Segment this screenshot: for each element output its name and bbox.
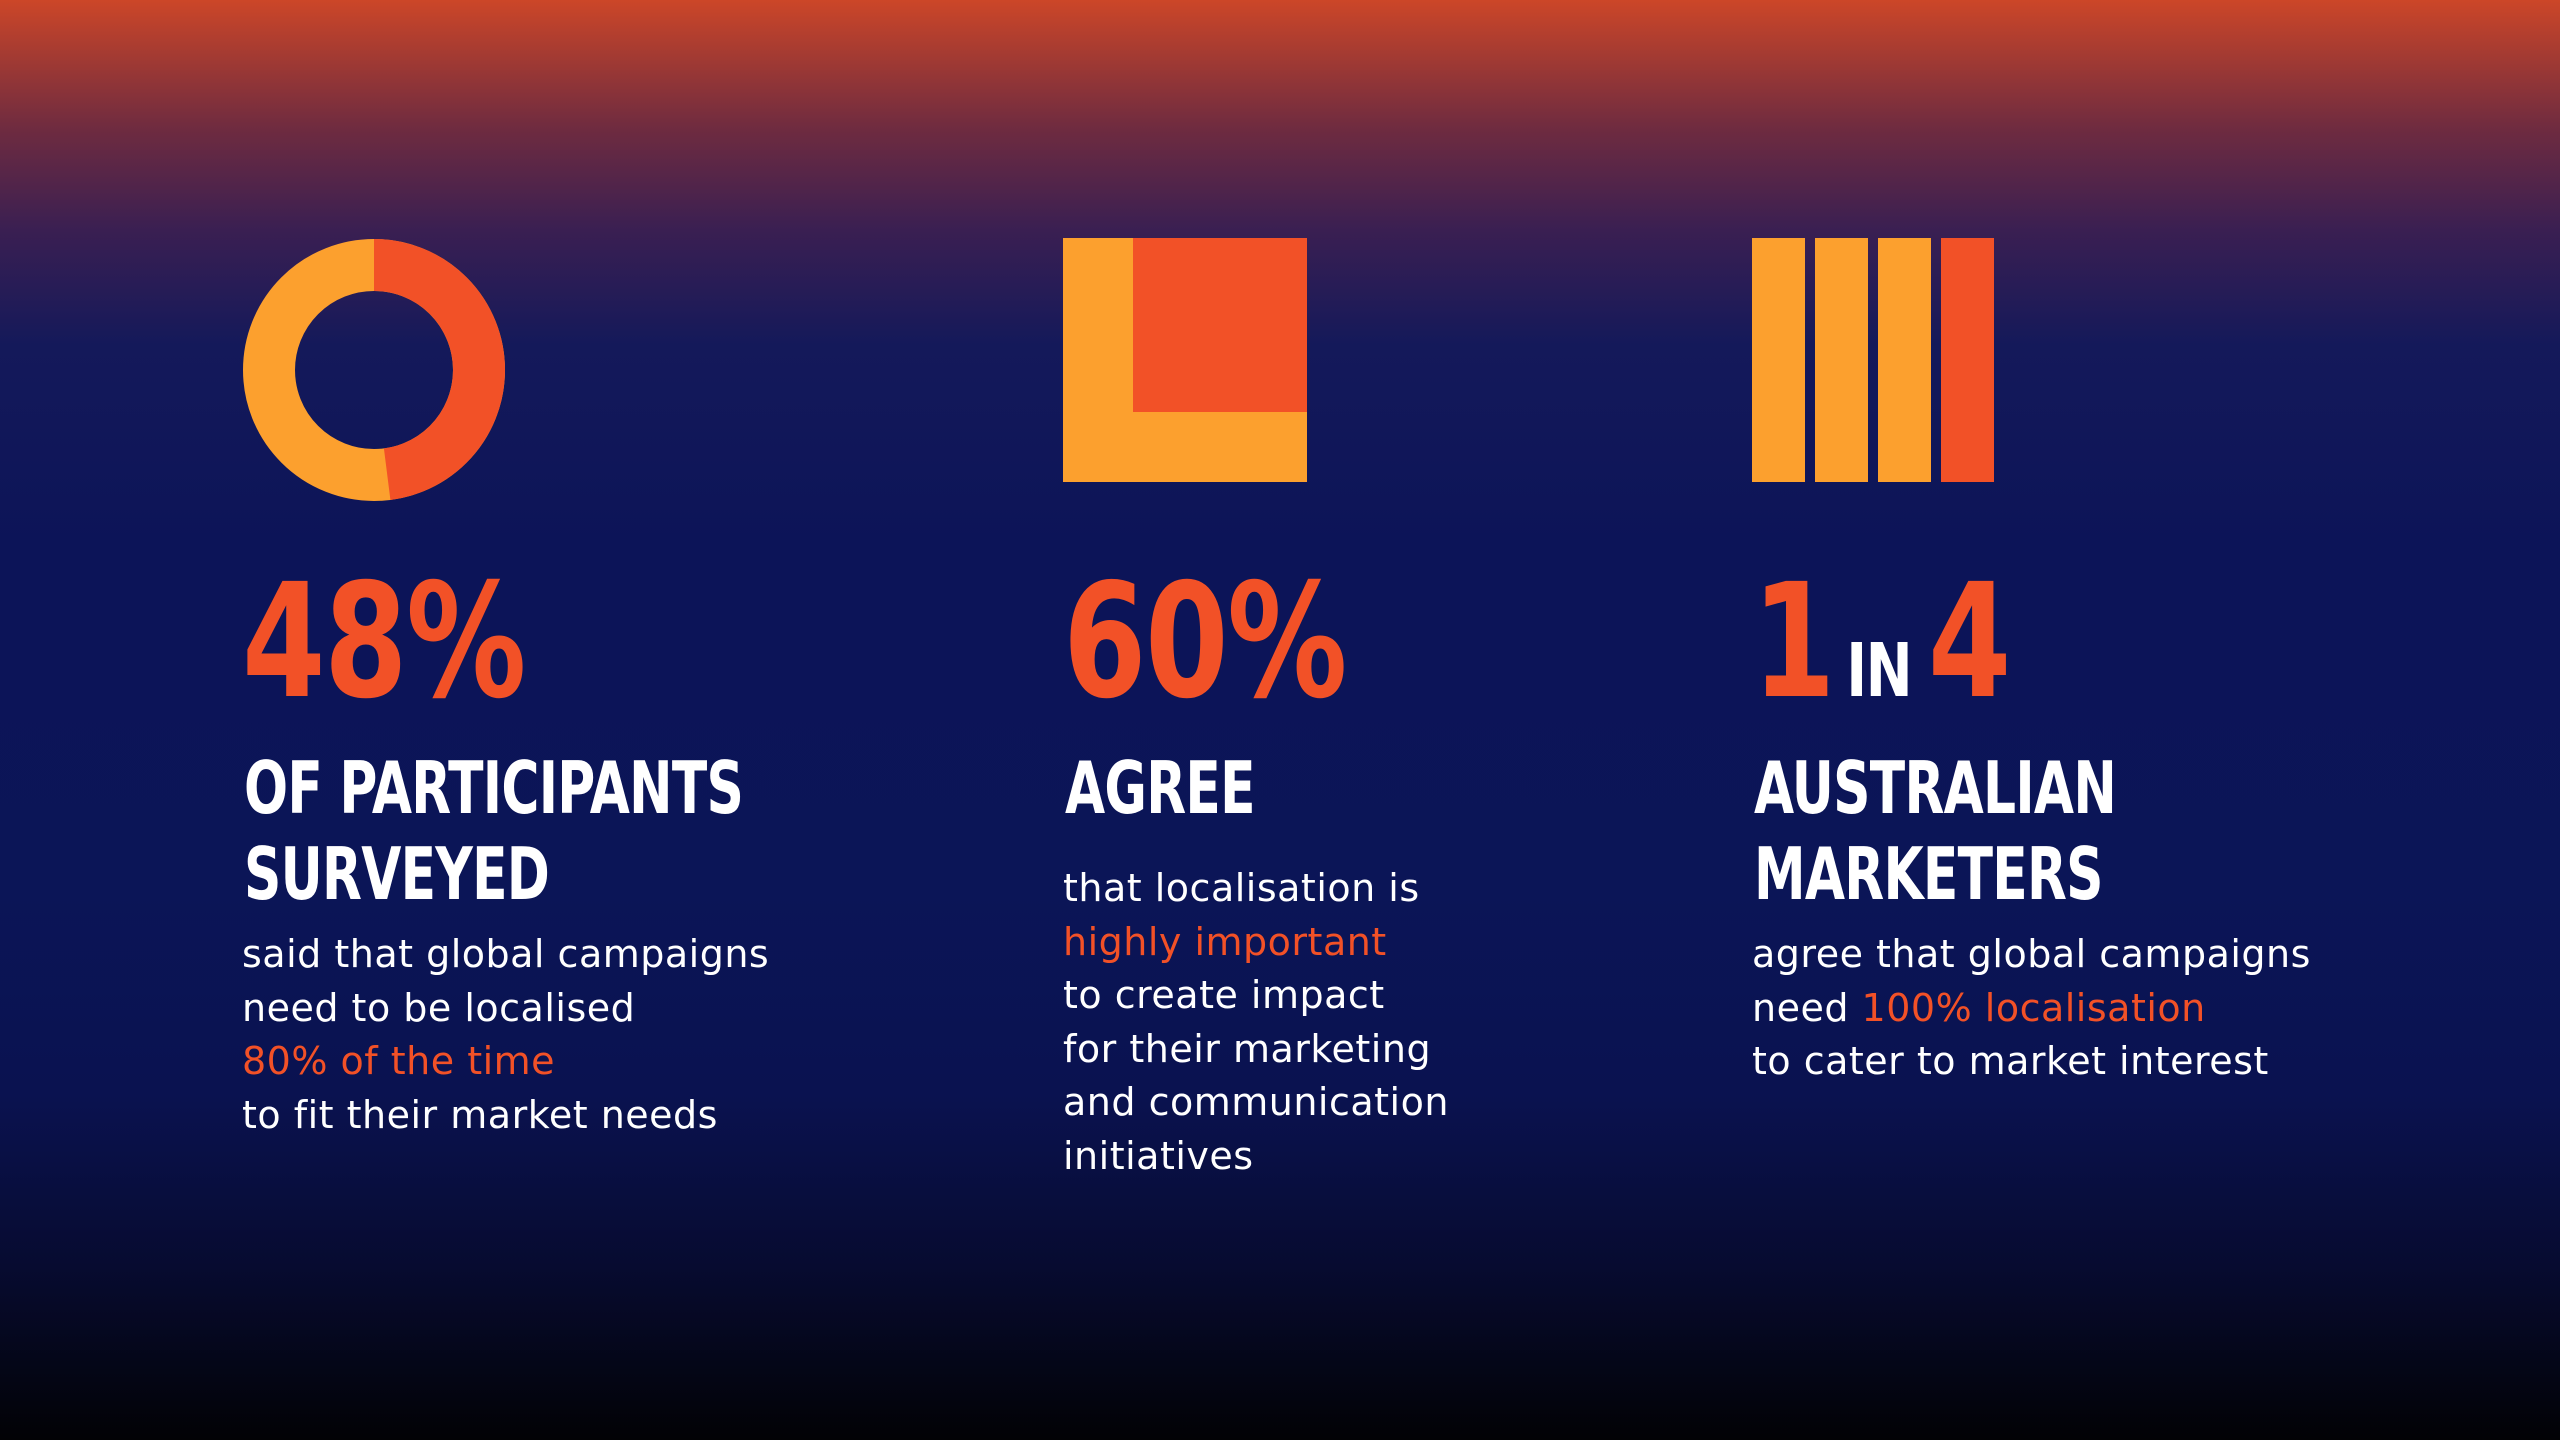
description-line: and communication [1063, 1080, 1449, 1124]
stat-heading: OF PARTICIPANTS SURVEYED [244, 745, 744, 917]
square-block-icon [1063, 238, 1307, 486]
stat-value: 48% [242, 550, 526, 734]
description-line: said that global campaigns [242, 932, 770, 976]
stat-heading: AUSTRALIAN MARKETERS [1754, 745, 2117, 917]
stat-value: 1 IN 4 [1752, 550, 2012, 761]
bar-4-highlight [1941, 238, 1994, 482]
stat-value: 60% [1063, 550, 1347, 734]
square-block-chart [1063, 238, 1307, 482]
description-highlight: 100% localisation [1861, 985, 2206, 1030]
bar-2 [1815, 238, 1868, 482]
stat-value-number: 4 [1927, 550, 2012, 734]
stat-heading-line: OF PARTICIPANTS [244, 746, 744, 830]
description-line: for their marketing [1063, 1026, 1432, 1071]
donut-icon [242, 238, 506, 506]
stat-description: that localisation is highly important to… [1063, 862, 1449, 1183]
description-line: need [1752, 985, 1862, 1030]
donut-value-arc [373, 239, 505, 500]
stat-heading-line: AUSTRALIAN [1754, 746, 2117, 830]
description-line: to create impact [1063, 973, 1385, 1017]
donut-chart [243, 239, 505, 501]
stat-value-word: IN [1846, 628, 1912, 714]
description-line: to fit their market needs [242, 1092, 718, 1137]
stat-heading-line: SURVEYED [244, 832, 550, 916]
stat-value-number: 1 [1752, 550, 1836, 734]
square-value [1133, 238, 1307, 412]
stat-description: agree that global campaigns need 100% lo… [1752, 928, 2311, 1089]
stat-description: said that global campaigns need to be lo… [242, 928, 769, 1142]
description-line: that localisation is [1063, 866, 1420, 910]
description-line: to cater to market interest [1752, 1039, 2269, 1083]
stat-heading-line: MARKETERS [1754, 832, 2103, 916]
description-highlight: highly important [1063, 919, 1387, 964]
stat-heading-line: AGREE [1065, 746, 1256, 830]
description-line: initiatives [1063, 1133, 1254, 1178]
description-highlight: 80% of the time [242, 1039, 556, 1083]
description-line: agree that global campaigns [1752, 932, 2311, 976]
bar-3 [1878, 238, 1931, 482]
description-line: need to be localised [242, 985, 636, 1030]
four-bars-icon [1752, 238, 1996, 486]
four-bars-chart [1752, 238, 1994, 482]
description-line-mixed: need 100% localisation [1752, 982, 2311, 1036]
bar-1 [1752, 238, 1805, 482]
stat-heading: AGREE [1065, 745, 1256, 831]
